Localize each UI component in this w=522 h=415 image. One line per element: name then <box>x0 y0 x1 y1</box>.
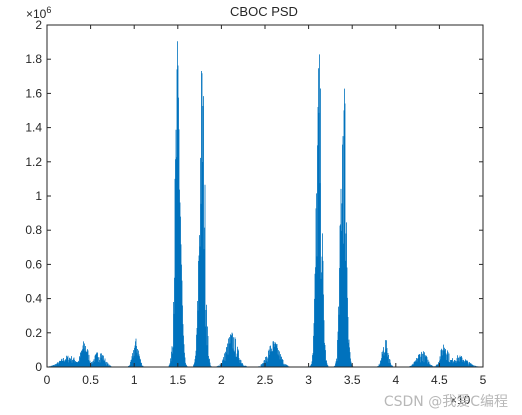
y-tick-label: 0.4 <box>25 292 42 306</box>
x-tick-label: 1 <box>131 373 138 387</box>
y-tick-label: 0.8 <box>25 223 42 237</box>
y-tick-label: 0.2 <box>25 326 42 340</box>
y-tick-label: 0.6 <box>25 257 42 271</box>
x-tick-label: 0 <box>44 373 51 387</box>
x-tick-label: 1.5 <box>169 373 186 387</box>
y-exponent-label: ×106 <box>26 5 51 21</box>
y-tick-label: 1.4 <box>25 121 42 135</box>
x-axis: 0 0.5 1 1.5 2 2.5 3 3.5 4 4.5 5 <box>44 25 487 387</box>
svg-text:×106: ×106 <box>26 5 51 21</box>
x-tick-label: 0.5 <box>82 373 99 387</box>
x-tick-label: 3.5 <box>344 373 361 387</box>
x-tick-label: 2 <box>218 373 225 387</box>
x-tick-label: 3 <box>305 373 312 387</box>
x-tick-label: 4 <box>392 373 399 387</box>
svg-text:×10: ×10 <box>450 393 471 407</box>
x-tick-label: 2.5 <box>257 373 274 387</box>
x-tick-label: 4.5 <box>431 373 448 387</box>
y-tick-label: 1.2 <box>25 155 42 169</box>
chart-title: CBOC PSD <box>230 4 298 19</box>
y-tick-label: 1.8 <box>25 52 42 66</box>
axes-box <box>46 24 484 368</box>
y-tick-label: 0 <box>35 360 42 374</box>
y-axis: 0 0.2 0.4 0.6 0.8 1 1.2 1.4 1.6 1.8 2 <box>25 18 483 374</box>
y-tick-label: 2 <box>35 18 42 32</box>
y-tick-label: 1 <box>35 189 42 203</box>
psd-spectrum-line <box>47 41 480 367</box>
psd-series <box>47 41 480 367</box>
watermark: CSDN @我爱C编程 <box>383 394 508 410</box>
x-exponent-label: ×10 <box>450 393 471 407</box>
y-tick-label: 1.6 <box>25 86 42 100</box>
x-tick-label: 5 <box>480 373 487 387</box>
